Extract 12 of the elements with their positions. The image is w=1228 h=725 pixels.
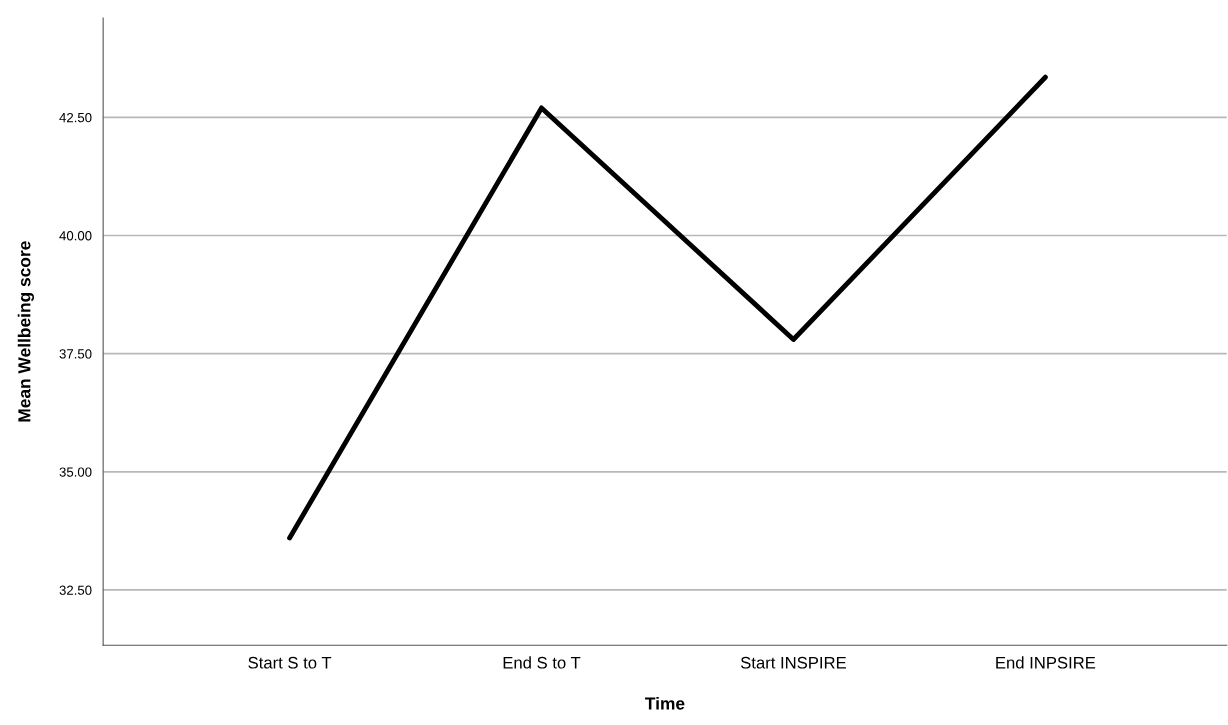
x-tick-label: Start S to T — [248, 656, 332, 669]
x-tick-label: End INPSIRE — [996, 656, 1096, 669]
y-tick-label: 40.00 — [59, 231, 92, 241]
y-tick-label: 37.50 — [59, 349, 92, 359]
y-axis-title: Mean Wellbeing score — [17, 241, 35, 422]
line-series — [287, 74, 1048, 541]
y-tick-label: 35.00 — [59, 467, 92, 477]
x-tick-label: End S to T — [503, 656, 581, 669]
x-tick-label: Start INSPIRE — [740, 656, 846, 669]
y-tick-label: 42.50 — [59, 112, 92, 123]
y-tick-label: 32.50 — [59, 585, 92, 595]
x-axis-title: Time — [645, 696, 685, 710]
